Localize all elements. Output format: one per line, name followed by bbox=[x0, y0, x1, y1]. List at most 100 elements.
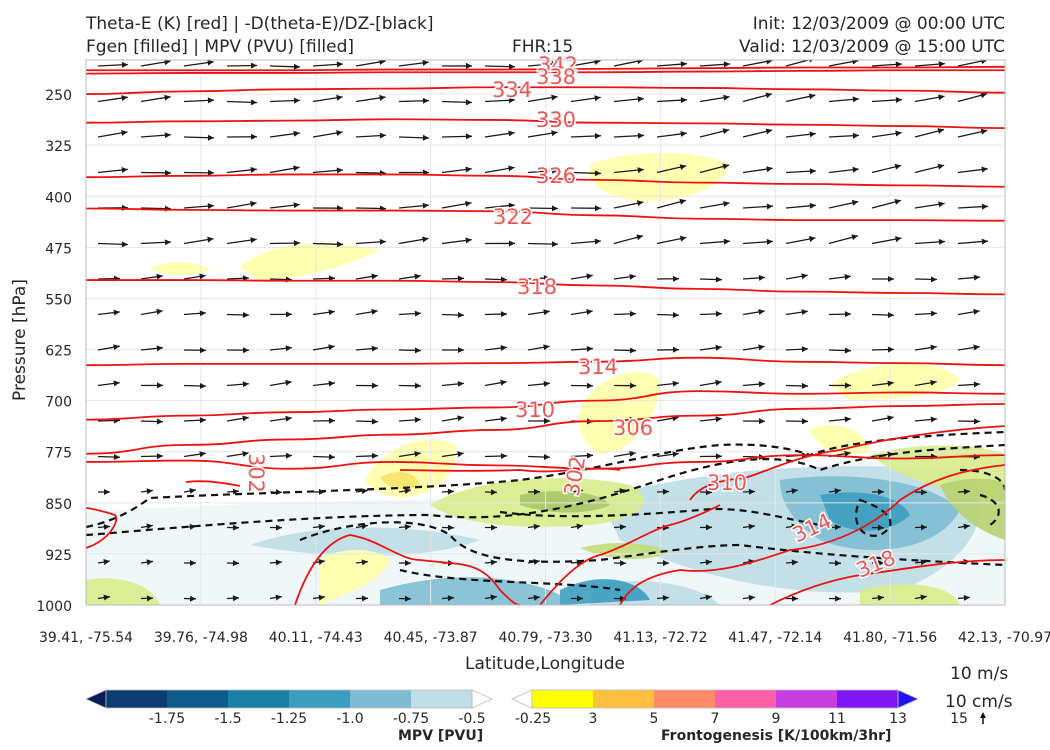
wind-vector bbox=[226, 166, 257, 174]
wind-vector bbox=[398, 273, 421, 280]
wind-vector bbox=[441, 62, 473, 69]
wind-vector bbox=[398, 202, 429, 209]
wind-vector bbox=[398, 97, 430, 104]
filled-region bbox=[810, 425, 870, 455]
wind-vector bbox=[785, 523, 798, 530]
theta-e-contour-306 bbox=[86, 403, 1005, 455]
filled-region bbox=[320, 549, 390, 605]
wind-vector bbox=[957, 381, 980, 388]
wind-vector bbox=[570, 523, 583, 530]
wind-vector bbox=[269, 240, 301, 247]
wind-vector bbox=[613, 60, 644, 67]
wind-vector bbox=[484, 165, 515, 174]
wind-vector bbox=[785, 309, 808, 316]
y-tick-label: 400 bbox=[45, 190, 72, 206]
x-tick-label: 40.11, -74.43 bbox=[269, 630, 363, 646]
filled-region bbox=[940, 478, 1005, 540]
wind-vector bbox=[183, 60, 214, 67]
wind-vector bbox=[269, 202, 300, 209]
wind-vector bbox=[355, 60, 386, 67]
wind-vector bbox=[613, 382, 637, 389]
wind-vector bbox=[355, 308, 378, 316]
wind-vector bbox=[742, 238, 773, 245]
wind-vector bbox=[183, 134, 215, 141]
wind-vector bbox=[828, 416, 851, 423]
wind-vector bbox=[312, 523, 325, 530]
wind-vector bbox=[613, 234, 644, 245]
wind-vector bbox=[527, 275, 551, 282]
wind-vector bbox=[957, 274, 980, 281]
colorbar-extend bbox=[85, 689, 107, 709]
wind-vector bbox=[527, 488, 541, 495]
theta-e-contour-surface bbox=[399, 467, 621, 473]
contour-label-322: 322 bbox=[493, 205, 533, 229]
wind-vector bbox=[570, 205, 602, 212]
wind-vector bbox=[699, 379, 722, 387]
wind-vector bbox=[97, 344, 120, 351]
wind-vector bbox=[183, 310, 206, 317]
wind-vector bbox=[527, 594, 540, 601]
wind-vector bbox=[183, 97, 214, 104]
wind-vector bbox=[226, 488, 240, 495]
wind-vector bbox=[785, 346, 809, 353]
wind-vector bbox=[570, 133, 602, 140]
wind-vector bbox=[656, 380, 679, 387]
wind-vector bbox=[828, 166, 859, 174]
wind-vector bbox=[828, 234, 859, 245]
mpv-colorbar: -1.75 -1.5 -1.25 -1.0 -0.75 -0.5 -0.25 bbox=[85, 689, 551, 727]
theta-e-contours bbox=[86, 65, 1005, 605]
wind-vector bbox=[527, 344, 550, 351]
colorbar-tick-label: 15 bbox=[950, 711, 968, 727]
wind-vector bbox=[140, 239, 171, 246]
wind-vector bbox=[140, 453, 164, 460]
wind-vector bbox=[484, 63, 516, 70]
wind-vector bbox=[312, 130, 343, 138]
filled-region bbox=[150, 262, 210, 276]
wind-vector bbox=[484, 379, 507, 387]
wind-vector bbox=[441, 200, 472, 209]
wind-vector bbox=[613, 167, 644, 174]
theta-e-contour-surface bbox=[769, 559, 1005, 605]
wind-vector bbox=[97, 594, 110, 601]
wind-vector bbox=[570, 273, 593, 280]
wind-vector bbox=[785, 418, 809, 425]
stability-contour bbox=[86, 430, 1005, 529]
colorbar-tick-label: -1.0 bbox=[336, 711, 363, 727]
wind-vector bbox=[312, 241, 344, 248]
wind-vector bbox=[269, 559, 283, 566]
y-tick-label: 700 bbox=[45, 395, 72, 411]
colorbar-tick-label: -0.25 bbox=[515, 711, 551, 727]
colorbar-swatch bbox=[350, 690, 412, 708]
wind-reference-horizontal: 10 m/s bbox=[950, 664, 1009, 684]
stability-contour bbox=[979, 493, 1000, 526]
wind-vector bbox=[398, 60, 429, 67]
wind-vector bbox=[828, 382, 852, 389]
filled-region bbox=[830, 363, 960, 400]
wind-vector bbox=[699, 453, 723, 460]
wind-vector bbox=[484, 415, 507, 422]
wind-vector bbox=[97, 523, 111, 530]
wind-vector bbox=[699, 524, 713, 531]
wind-vector bbox=[785, 382, 809, 389]
wind-vector bbox=[914, 416, 937, 423]
contour-label-342: 342 bbox=[538, 53, 578, 77]
theta-e-contour-surface bbox=[294, 534, 521, 605]
wind-vector bbox=[613, 450, 636, 458]
wind-vector bbox=[699, 200, 730, 209]
wind-vector bbox=[871, 346, 895, 353]
wind-vector bbox=[183, 169, 215, 176]
wind-vector bbox=[742, 309, 765, 316]
wind-vector bbox=[742, 488, 756, 495]
wind-vector bbox=[140, 382, 164, 389]
wind-vector bbox=[355, 595, 369, 602]
wind-vector bbox=[140, 559, 153, 566]
wind-vector bbox=[785, 93, 816, 103]
wind-vector bbox=[441, 488, 455, 495]
wind-vector bbox=[312, 309, 335, 316]
wind-vector bbox=[871, 380, 894, 387]
colorbar-frame bbox=[531, 689, 899, 709]
stability-contours bbox=[86, 430, 1005, 592]
wind-vector bbox=[140, 308, 163, 316]
wind-vector bbox=[97, 309, 120, 316]
